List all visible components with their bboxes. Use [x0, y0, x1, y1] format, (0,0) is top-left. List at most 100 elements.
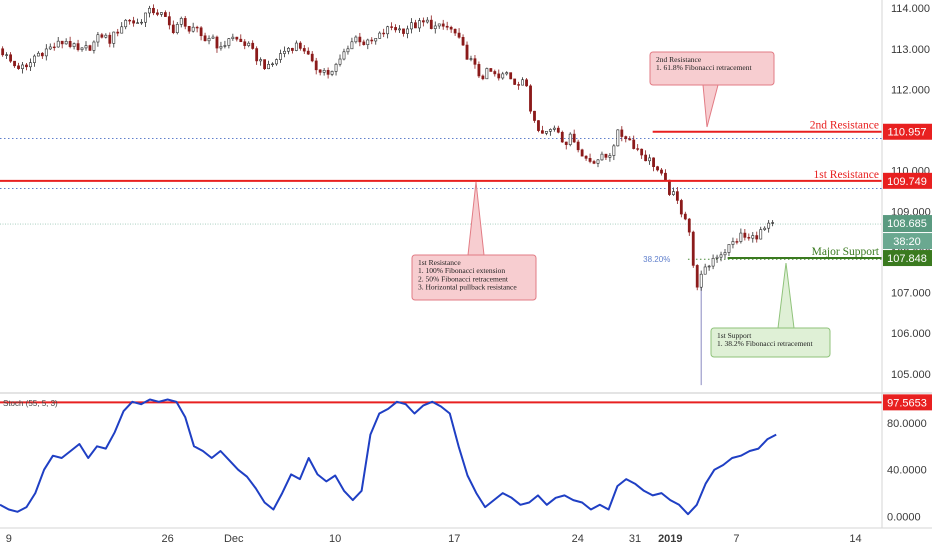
candle-body	[342, 51, 346, 60]
candle-body	[723, 252, 727, 256]
candle-body	[17, 65, 20, 69]
candle-body	[656, 166, 659, 171]
candle-body	[620, 129, 624, 137]
level-price-badge: 110.957	[883, 123, 932, 140]
candle-body	[727, 244, 731, 253]
candle-body	[156, 12, 159, 15]
candle-body	[652, 157, 655, 167]
callout-text-line: 2nd Resistance	[656, 55, 702, 64]
candle-body	[207, 37, 211, 42]
candle-body	[199, 27, 203, 37]
candle-body	[338, 58, 342, 65]
candle-body	[382, 32, 386, 35]
candle-body	[140, 21, 143, 24]
candle-body	[144, 12, 147, 23]
candle-body	[92, 41, 96, 51]
candle-body	[354, 36, 358, 43]
price-tick-label: 114.000	[891, 3, 930, 15]
price-tick-label: 105.000	[891, 369, 931, 381]
candle-body	[608, 155, 612, 158]
indicator-label: Stoch (55, 5, 3)	[3, 399, 58, 408]
stoch-series-line[interactable]	[0, 398, 777, 516]
price-tick-label: 113.000	[891, 44, 930, 56]
countdown-box	[883, 233, 932, 250]
candle-body	[231, 36, 235, 39]
candle-body	[203, 35, 207, 42]
candle-body	[148, 7, 151, 14]
candle-body	[552, 127, 556, 130]
candle-body	[497, 73, 501, 79]
candle-body	[421, 20, 425, 23]
stochastic-pane[interactable]: Stoch (55, 5, 3)	[0, 398, 882, 516]
candle-body	[187, 26, 191, 32]
candle-body	[679, 200, 683, 215]
callout-text-line: 2. 50% Fibonacci retracement	[418, 274, 509, 283]
candle-body	[449, 26, 453, 30]
candle-body	[695, 265, 699, 288]
candle-body	[271, 63, 274, 66]
candle-body	[84, 45, 88, 49]
candle-body	[346, 48, 350, 53]
candle-body	[505, 72, 509, 75]
candle-body	[517, 84, 521, 86]
candle-body	[243, 41, 247, 46]
candle-body	[171, 24, 175, 33]
stoch-level-badge: 97.5653	[883, 394, 932, 411]
candle-body	[648, 157, 651, 162]
candle-body	[747, 237, 751, 239]
price-badges: 110.957 109.749 107.848 108.685 38:20 97.5653	[883, 123, 932, 411]
candle-body	[703, 266, 707, 275]
candle-body	[215, 36, 219, 49]
candle-body	[195, 26, 199, 29]
candle-body	[255, 48, 259, 62]
candle-body	[453, 28, 457, 34]
badge-value: 110.957	[888, 127, 927, 139]
candle-body	[624, 136, 628, 140]
candle-body	[310, 53, 314, 62]
badge-box	[883, 215, 932, 233]
candle-body	[600, 153, 604, 161]
candle-body	[406, 28, 409, 34]
countdown-text: 38:20	[893, 236, 921, 248]
candle-body	[568, 133, 572, 145]
candle-body	[96, 34, 100, 43]
callout-pointer	[467, 181, 485, 256]
candle-body	[672, 191, 675, 195]
candle-body	[116, 31, 120, 34]
candle-body	[529, 85, 532, 112]
callout-text-line: 1. 38.2% Fibonacci retracement	[717, 339, 814, 348]
candle-body	[457, 32, 461, 38]
candle-body	[414, 22, 417, 29]
candle-body	[318, 69, 322, 73]
candle-body	[445, 25, 449, 28]
stoch-tick-label: 0.0000	[887, 511, 921, 523]
candle-body	[366, 39, 370, 45]
candle-body	[48, 46, 52, 50]
candle-body	[36, 52, 40, 57]
candle-body	[739, 232, 743, 242]
callout-pointer	[702, 84, 719, 128]
candle-body	[219, 46, 223, 49]
candle-body	[72, 43, 76, 47]
time-tick-label: 31	[629, 533, 641, 545]
candles	[1, 4, 775, 291]
candle-body	[477, 64, 481, 77]
price-pane[interactable]: 2nd Resistance 1st Resistance Major Suppor…	[0, 4, 932, 394]
candle-body	[596, 159, 600, 164]
callout-text-line: 1. 100% Fibonacci extension	[418, 266, 505, 275]
candle-body	[541, 130, 544, 134]
callout-box	[710, 327, 831, 358]
candle-body	[640, 148, 644, 156]
candle-body	[521, 79, 524, 86]
candle-body	[751, 235, 755, 239]
candle-body	[330, 71, 334, 75]
candle-body	[21, 64, 24, 69]
candle-body	[465, 44, 469, 60]
candle-body	[691, 231, 695, 266]
price-tick-label: 107.000	[891, 288, 931, 300]
candle-body	[719, 254, 723, 258]
